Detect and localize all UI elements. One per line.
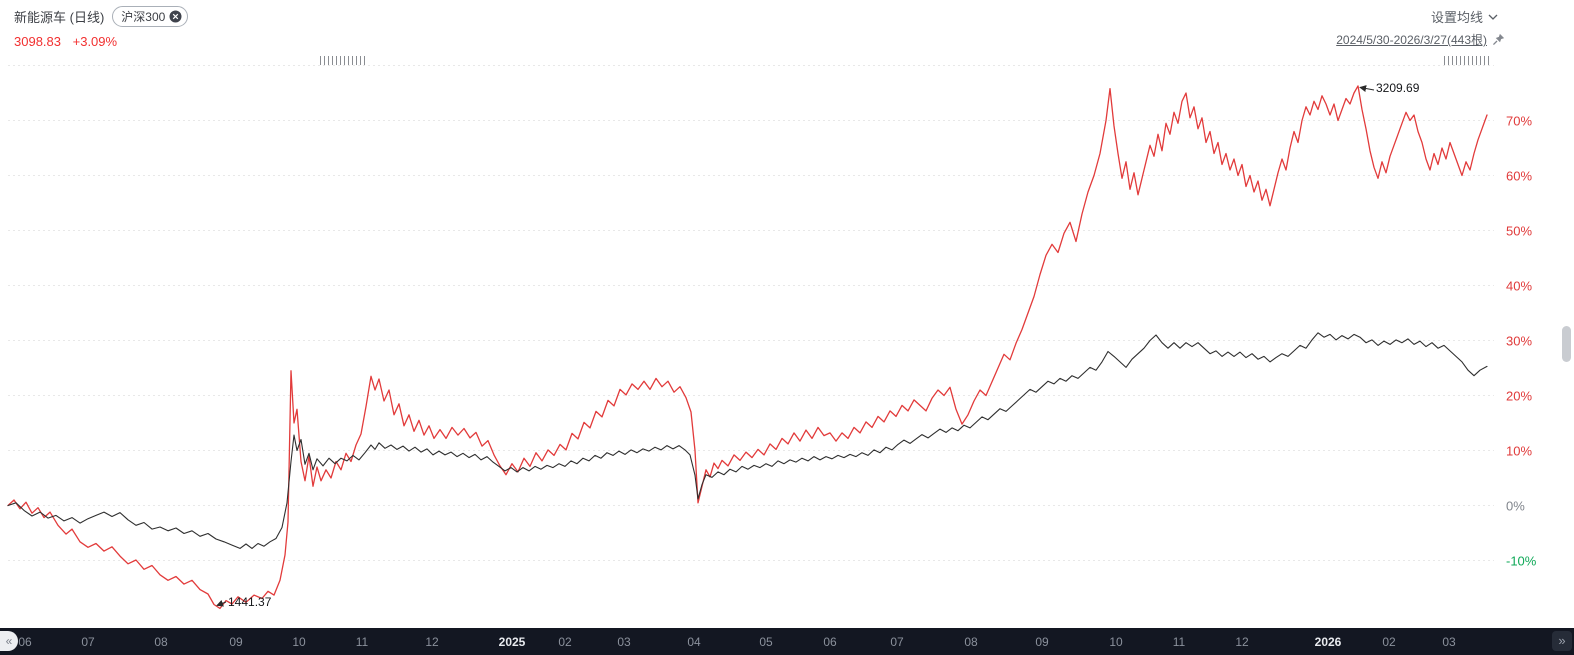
price-row: 3098.83 +3.09% bbox=[14, 34, 188, 49]
x-axis-tick: 04 bbox=[687, 634, 701, 649]
ma-settings-button[interactable]: 设置均线 bbox=[1431, 7, 1498, 26]
title-row: 新能源车 (日线) 沪深300 bbox=[14, 6, 189, 27]
x-axis-tick: 09 bbox=[229, 634, 243, 649]
range-slider-right-handle[interactable] bbox=[1444, 56, 1490, 65]
x-axis-tick: 11 bbox=[1172, 634, 1186, 649]
series-line-hs300 bbox=[7, 332, 1488, 549]
series-line-nev bbox=[7, 85, 1488, 610]
y-axis-tick: -10% bbox=[1506, 553, 1537, 568]
x-axis-tick: 12 bbox=[1235, 634, 1249, 649]
x-axis-tick: 12 bbox=[425, 634, 439, 649]
x-axis-tick: 2026 bbox=[1314, 634, 1342, 649]
y-axis-tick: 40% bbox=[1506, 278, 1533, 293]
y-axis-tick: 30% bbox=[1506, 333, 1533, 348]
annotation-arrow-high bbox=[1359, 85, 1375, 92]
y-axis-tick: 20% bbox=[1506, 388, 1533, 403]
last-price: 3098.83 bbox=[14, 34, 61, 49]
y-axis-tick: 70% bbox=[1506, 113, 1533, 128]
range-slider-left-handle[interactable] bbox=[320, 56, 366, 65]
x-axis-tick: 08 bbox=[154, 634, 168, 649]
remove-compare-icon[interactable] bbox=[169, 10, 182, 23]
chevron-down-icon bbox=[1488, 14, 1498, 20]
x-axis-tick: 05 bbox=[759, 634, 773, 649]
x-axis-tick: 08 bbox=[964, 634, 978, 649]
compare-tag[interactable]: 沪深300 bbox=[112, 6, 189, 27]
x-axis-bar: « » 06 07 08 09 10 11 12 2025 02 03 04 05 06 07 08 09 10… bbox=[0, 628, 1574, 655]
header-right: 设置均线 2024/5/30-2026/3/27(443根) bbox=[1336, 7, 1505, 48]
x-axis-tick: 10 bbox=[292, 634, 306, 649]
y-axis-tick: 50% bbox=[1506, 223, 1533, 238]
compare-tag-label: 沪深300 bbox=[121, 10, 166, 24]
annotation-high: 3209.69 bbox=[1376, 81, 1420, 95]
x-axis-tick: 07 bbox=[81, 634, 95, 649]
date-range-link[interactable]: 2024/5/30-2026/3/27(443根) bbox=[1336, 33, 1487, 47]
x-axis-tick: 10 bbox=[1109, 634, 1123, 649]
expand-right-button[interactable]: » bbox=[1552, 631, 1572, 651]
annotation-low: 1441.37 bbox=[228, 595, 272, 609]
x-axis-tick: 07 bbox=[890, 634, 904, 649]
vertical-scrollbar-thumb[interactable] bbox=[1562, 326, 1571, 362]
x-axis-tick: 02 bbox=[1382, 634, 1396, 649]
x-axis-tick: 2025 bbox=[498, 634, 526, 649]
annotation-arrow-low bbox=[216, 599, 227, 607]
x-axis-tick: 06 bbox=[823, 634, 837, 649]
x-axis-tick: 11 bbox=[355, 634, 369, 649]
x-axis-tick: 09 bbox=[1035, 634, 1049, 649]
ma-settings-label: 设置均线 bbox=[1430, 10, 1483, 25]
date-range-row: 2024/5/30-2026/3/27(443根) bbox=[1336, 31, 1506, 48]
x-axis-tick: 02 bbox=[558, 634, 572, 649]
y-axis-tick: 60% bbox=[1506, 168, 1533, 183]
x-axis-tick: 03 bbox=[617, 634, 631, 649]
price-change: +3.09% bbox=[72, 34, 118, 49]
x-axis-tick: 03 bbox=[1442, 634, 1456, 649]
y-axis-tick: 10% bbox=[1506, 443, 1533, 458]
y-axis-tick: 0% bbox=[1506, 498, 1525, 513]
collapse-left-button[interactable]: « bbox=[0, 631, 18, 651]
x-axis-tick: 06 bbox=[18, 634, 32, 649]
page-title: 新能源车 (日线) bbox=[14, 10, 105, 25]
pin-icon[interactable] bbox=[1491, 32, 1506, 47]
header-left: 新能源车 (日线) 沪深300 3098.83 +3.09% bbox=[14, 6, 189, 49]
